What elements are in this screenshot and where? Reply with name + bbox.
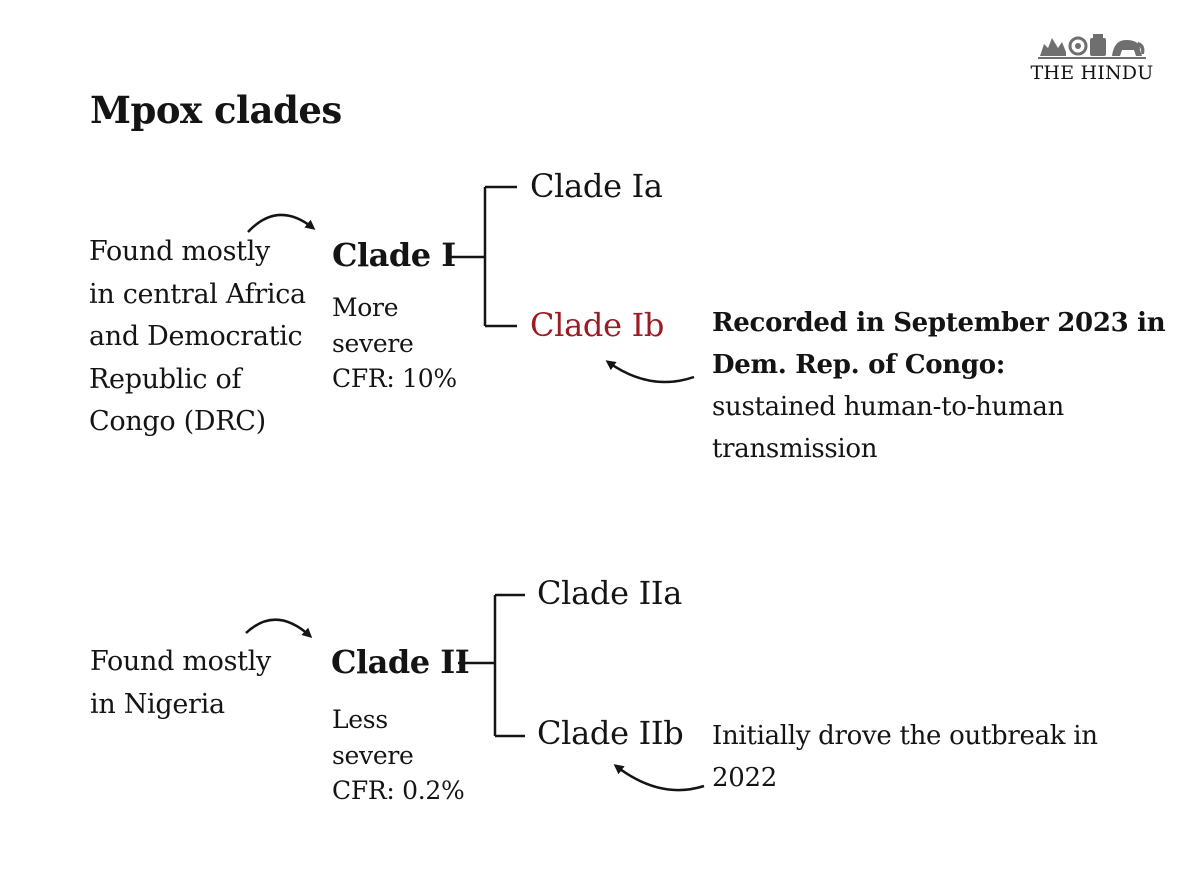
- clade1-cfr: CFR: 10%: [332, 364, 457, 393]
- clade2-cfr: CFR: 0.2%: [332, 776, 465, 805]
- clade2-origin-line: in Nigeria: [90, 688, 225, 720]
- clade1-origin-line: Found mostly: [89, 236, 271, 267]
- clade1-origin-line: in central Africa: [89, 278, 306, 310]
- emblem-icon: [1038, 34, 1146, 59]
- clade1-origin-line: Congo (DRC): [89, 406, 266, 437]
- arrow-note-to-clade2b: [613, 764, 705, 792]
- clade2-severity-line: Less: [332, 705, 388, 734]
- the-hindu-logo: THE HINDU: [1022, 30, 1162, 86]
- arrow-note-to-clade1b: [605, 360, 695, 384]
- clade1b-note: Recorded in September 2023 in Dem. Rep. …: [712, 302, 1166, 470]
- clade2-label: Clade II: [331, 643, 470, 681]
- clade2b-note: Initially drove the outbreak in 2022: [712, 715, 1098, 799]
- clade2-origin-line: Found mostly: [90, 646, 272, 677]
- clade2b-note-line: Initially drove the outbreak in: [712, 721, 1098, 751]
- clade1-origin-line: Republic of: [89, 363, 242, 395]
- clade1-origin-line: and Democratic: [89, 321, 303, 352]
- clade1-severity: More severe CFR: 10%: [332, 290, 457, 397]
- clade2b-label: Clade IIb: [537, 714, 684, 752]
- clade1b-note-bold-line: Recorded in September 2023 in: [712, 308, 1166, 338]
- clade2-severity: Less severe CFR: 0.2%: [332, 702, 465, 809]
- clade1-label: Clade I: [332, 236, 456, 274]
- clade1b-note-line: sustained human-to-human: [712, 392, 1064, 422]
- page-title: Mpox clades: [90, 88, 342, 132]
- clade1-severity-line: severe: [332, 328, 414, 358]
- clade1b-note-bold-line: Dem. Rep. of Congo:: [712, 350, 1006, 380]
- clade2-severity-line: severe: [332, 740, 414, 770]
- clade2b-note-line: 2022: [712, 763, 777, 793]
- arrow-origin-to-clade2: [245, 618, 313, 639]
- logo-wordmark: THE HINDU: [1030, 62, 1154, 84]
- clade1b-note-line: transmission: [712, 434, 878, 464]
- clade1-origin-text: Found mostly in central Africa and Democ…: [89, 231, 306, 444]
- clade2a-label: Clade IIa: [537, 574, 683, 612]
- clade1a-label: Clade Ia: [530, 167, 663, 205]
- clade1-severity-line: More: [332, 293, 399, 322]
- arrow-origin-to-clade1: [247, 213, 316, 233]
- clade1b-label: Clade Ib: [530, 306, 665, 344]
- clade2-origin-text: Found mostly in Nigeria: [90, 641, 271, 726]
